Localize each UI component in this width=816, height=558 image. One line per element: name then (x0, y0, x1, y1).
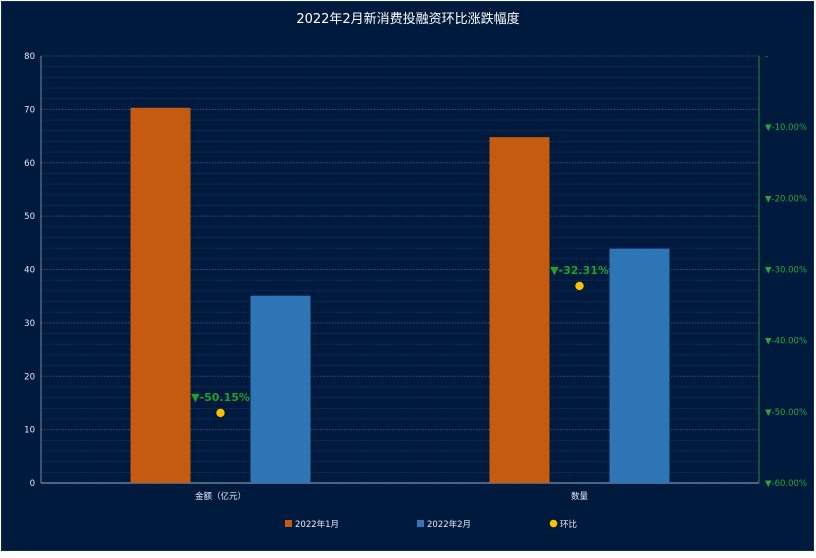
ratio-data-label: ▼-50.15% (191, 391, 250, 404)
y-left-tick-label: 20 (24, 372, 35, 382)
y-left-tick-label: 40 (24, 266, 35, 276)
y-left-tick-label: 0 (30, 479, 35, 489)
legend-label: 环比 (560, 519, 577, 530)
y-right-tick-label: ▼-30.00% (765, 266, 807, 276)
y-right-tick-label: ▼-60.00% (765, 479, 807, 489)
legend: 2022年1月 2022年2月 环比 (285, 519, 577, 530)
bar-feb (609, 248, 670, 483)
y-right-tick-label: - (765, 52, 768, 62)
legend-swatch (285, 520, 292, 527)
y-right-tick-label: ▼-20.00% (765, 194, 807, 204)
y-right-tick-label: ▼-40.00% (765, 337, 807, 347)
chart-title: 2022年2月新消费投融资环比涨跌幅度 (296, 11, 519, 27)
y-left-tick-label: 10 (24, 426, 35, 436)
y-right-tick-label: ▼-10.00% (765, 123, 807, 133)
y-left-tick-label: 80 (24, 52, 35, 62)
legend-label: 2022年2月 (427, 519, 471, 530)
legend-swatch (549, 519, 558, 528)
legend-swatch (417, 520, 424, 527)
ratio-points: ▼-50.15% ▼-32.31% (191, 264, 609, 418)
bar-jan (489, 137, 550, 483)
y-left-tick-label: 50 (24, 212, 35, 222)
y-left-tick-label: 70 (24, 105, 35, 115)
bars (130, 107, 670, 484)
y-right-tick-label: ▼-50.00% (765, 408, 807, 418)
legend-label: 2022年1月 (295, 519, 339, 530)
bar-jan (130, 107, 191, 484)
y-left-tick-label: 60 (24, 159, 35, 169)
x-tick-label: 数量 (571, 491, 589, 502)
bar-feb (250, 295, 311, 483)
ratio-point (575, 281, 584, 291)
x-tick-label: 金额（亿元） (195, 491, 246, 502)
y-left-tick-label: 30 (24, 319, 35, 329)
ratio-data-label: ▼-32.31% (550, 264, 609, 277)
ratio-point (216, 408, 225, 418)
